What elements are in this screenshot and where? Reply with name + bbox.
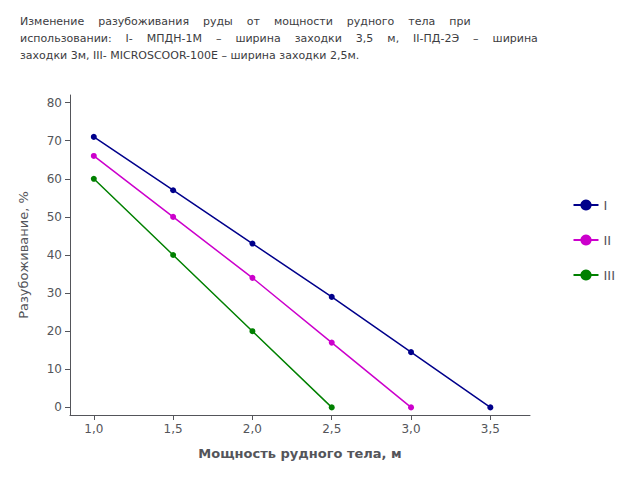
svg-text:20: 20 [47, 324, 62, 338]
svg-text:заходки 3м, III- MICROSСOOR-10: заходки 3м, III- MICROSСOOR-100E – ширин… [20, 49, 359, 62]
svg-text:3,5: 3,5 [481, 422, 500, 436]
svg-text:Изменение разубоживания: Изменение разубоживания руды от мощности… [20, 15, 471, 28]
svg-text:III: III [603, 268, 615, 283]
svg-text:70: 70 [47, 134, 62, 148]
svg-text:0: 0 [54, 400, 62, 414]
svg-text:1,5: 1,5 [164, 422, 183, 436]
svg-text:40: 40 [47, 248, 62, 262]
svg-text:50: 50 [47, 210, 62, 224]
svg-text:2,0: 2,0 [243, 422, 262, 436]
svg-text:3,0: 3,0 [401, 422, 420, 436]
svg-text:10: 10 [47, 362, 62, 376]
svg-text:I: I [603, 198, 607, 213]
svg-text:60: 60 [47, 172, 62, 186]
svg-text:II: II [603, 233, 611, 248]
svg-text:использовании: I- МПДН-1: использовании: I- МПДН-1М – ширина заход… [20, 32, 538, 45]
svg-text:30: 30 [47, 286, 62, 300]
svg-text:1,0: 1,0 [84, 422, 103, 436]
svg-text:2,5: 2,5 [322, 422, 341, 436]
svg-text:Разубоживание, %: Разубоживание, % [16, 191, 31, 319]
svg-text:80: 80 [47, 96, 62, 110]
svg-text:Мощность рудного тела, м: Мощность рудного тела, м [198, 446, 401, 461]
